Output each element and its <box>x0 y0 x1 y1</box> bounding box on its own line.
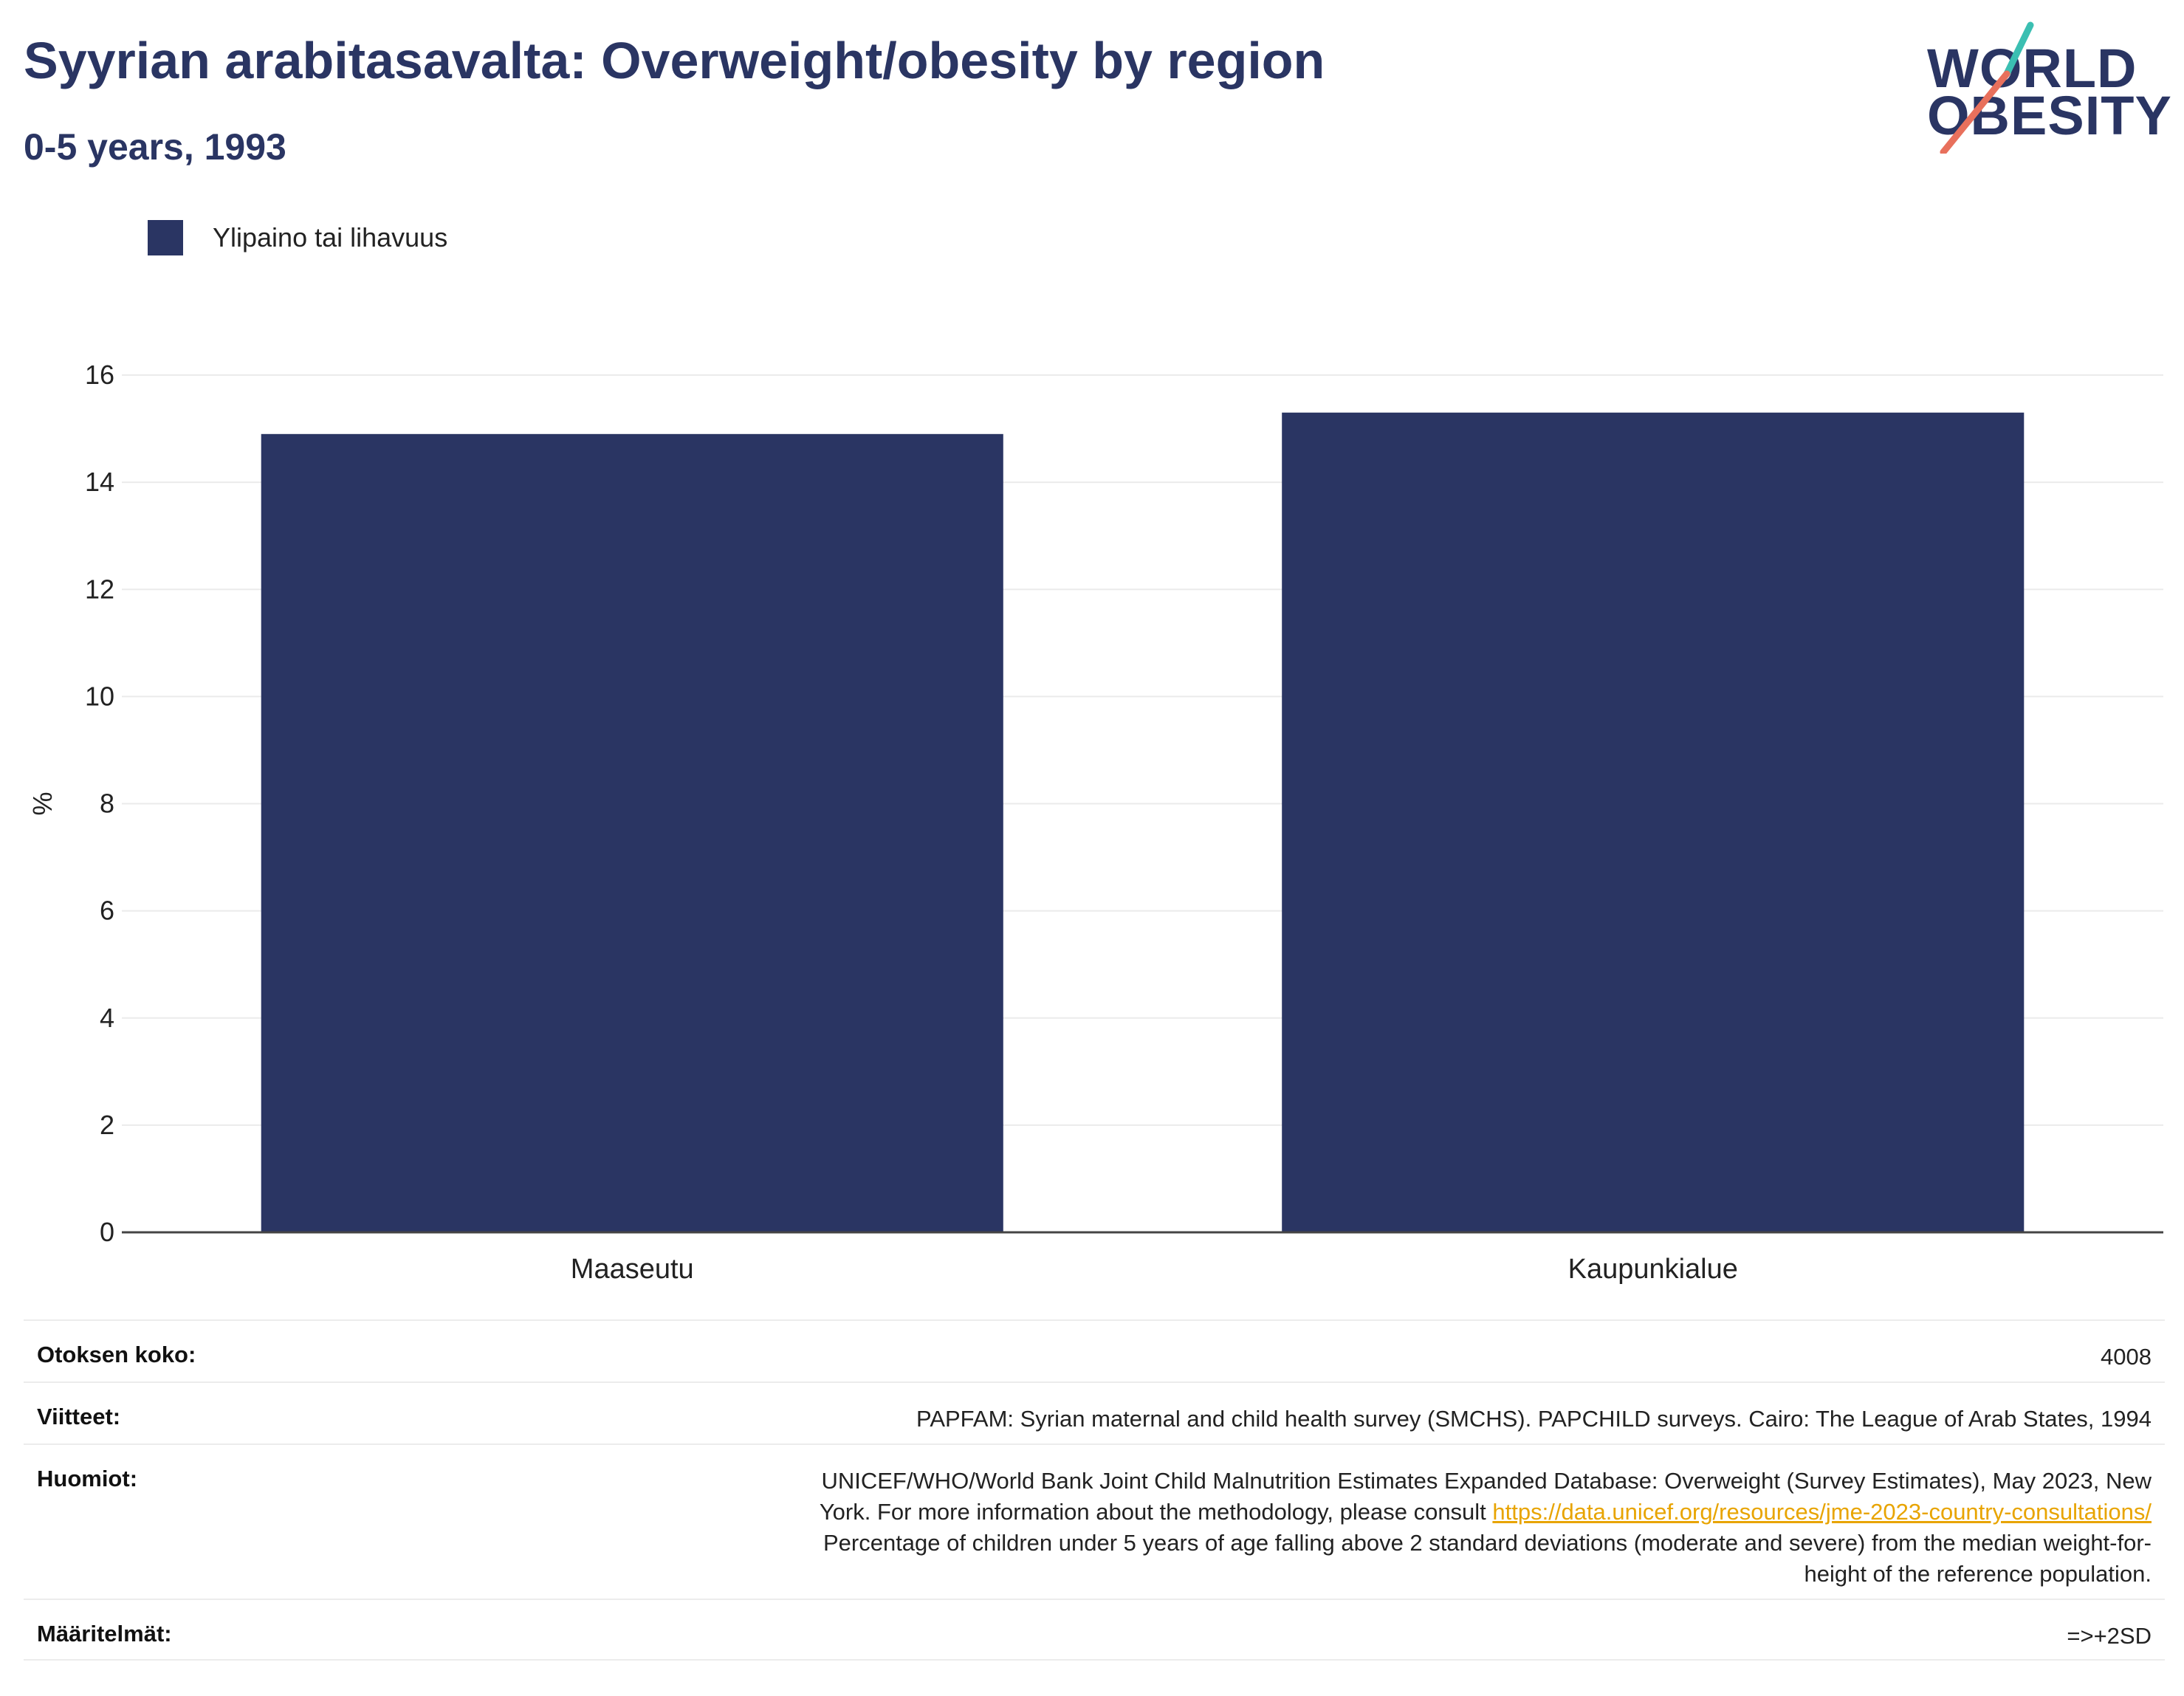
definitions-value: =>+2SD <box>2067 1623 2152 1649</box>
info-table: Otoksen koko: 4008 Viitteet: PAPFAM: Syr… <box>24 1319 2165 1661</box>
y-tick-label: 4 <box>100 1003 114 1033</box>
sample-size-value: 4008 <box>2101 1344 2152 1370</box>
sample-size-label: Otoksen koko: <box>37 1342 196 1367</box>
y-tick-label: 16 <box>85 360 114 390</box>
legend-label: Ylipaino tai lihavuus <box>213 222 448 253</box>
notes-value: UNICEF/WHO/World Bank Joint Child Malnut… <box>820 1466 2152 1590</box>
logo-text-obesity: OBESITY <box>1927 85 2172 146</box>
info-row-notes: Huomiot: UNICEF/WHO/World Bank Joint Chi… <box>24 1443 2165 1599</box>
references-label: Viitteet: <box>37 1404 121 1429</box>
bar <box>261 433 1003 1232</box>
bar <box>1282 412 2025 1233</box>
y-axis-label: % <box>27 792 58 815</box>
bar-chart: 0 2 4 6 8 10 12 14 16 Maaseutu Kaupunkialue% <box>27 360 2163 1285</box>
logo-slash-icon <box>1940 21 2034 154</box>
references-value: PAPFAM: Syrian maternal and child health… <box>916 1406 2152 1432</box>
notes-label: Huomiot: <box>37 1466 138 1491</box>
x-category-label: Kaupunkialue <box>1568 1254 1738 1285</box>
info-row-definitions: Määritelmät: =>+2SD <box>24 1599 2165 1661</box>
legend: Ylipaino tai lihavuus <box>148 220 447 255</box>
notes-line-3: Percentage of children under 5 years of … <box>823 1530 2152 1556</box>
world-obesity-logo: WORLD OBESITY <box>1927 21 2171 154</box>
notes-line-4: height of the reference population. <box>1804 1561 2152 1587</box>
y-tick-label: 8 <box>100 789 114 819</box>
y-tick-label: 10 <box>85 681 114 711</box>
notes-line-2-text: York. For more information about the met… <box>819 1499 1493 1525</box>
x-category-label: Maaseutu <box>571 1254 694 1285</box>
info-row-references: Viitteet: PAPFAM: Syrian maternal and ch… <box>24 1381 2165 1443</box>
notes-line-1: UNICEF/WHO/World Bank Joint Child Malnut… <box>821 1468 2152 1494</box>
chart-title: Syyrian arabitasavalta: Overweight/obesi… <box>24 32 1325 89</box>
info-row-sample-size: Otoksen koko: 4008 <box>24 1319 2165 1381</box>
chart-subtitle: 0-5 years, 1993 <box>24 126 286 168</box>
y-tick-label: 0 <box>100 1217 114 1247</box>
notes-line-2: York. For more information about the met… <box>820 1497 2152 1528</box>
y-tick-label: 6 <box>100 896 114 926</box>
y-tick-label: 14 <box>85 467 114 497</box>
y-tick-label: 12 <box>85 574 114 604</box>
logo-text-world: WORLD <box>1927 38 2137 99</box>
y-tick-label: 2 <box>100 1110 114 1140</box>
legend-swatch <box>148 220 183 255</box>
methodology-link[interactable]: https://data.unicef.org/resources/jme-20… <box>1492 1499 2152 1525</box>
definitions-label: Määritelmät: <box>37 1621 172 1647</box>
